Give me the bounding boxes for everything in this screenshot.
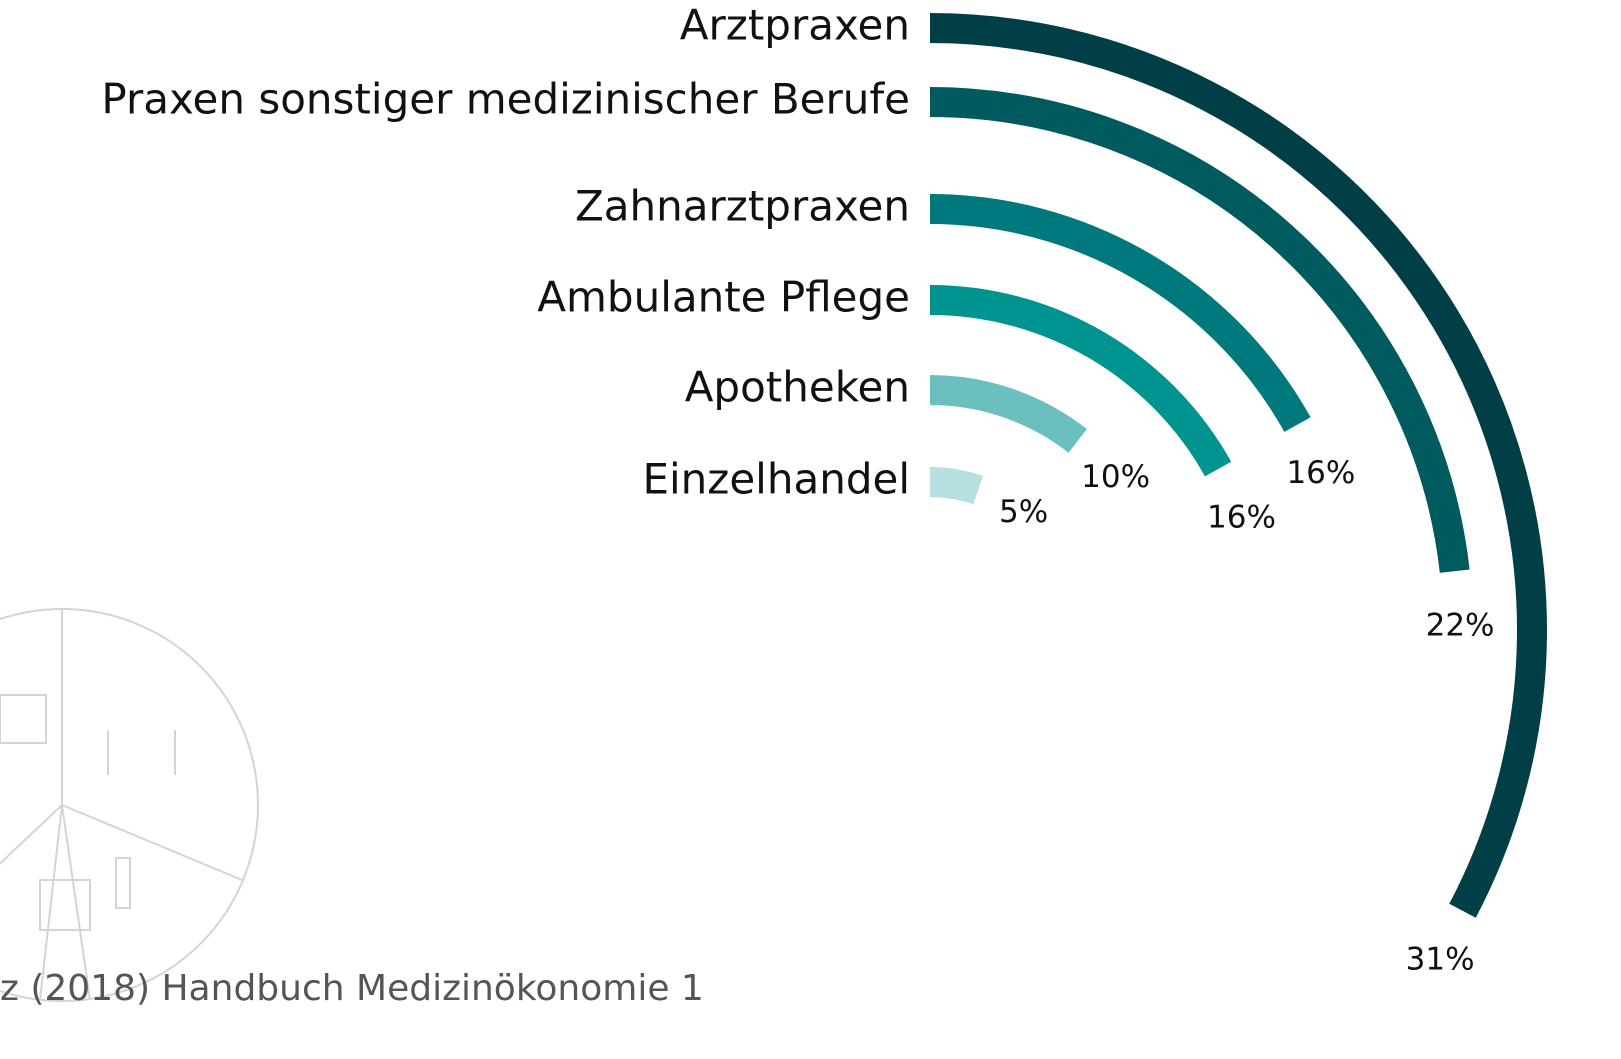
arc-bar — [929, 87, 1470, 573]
arc-bar — [929, 467, 984, 505]
value-label: 31% — [1406, 942, 1475, 978]
value-label: 16% — [1286, 455, 1355, 491]
value-label: 16% — [1207, 499, 1276, 535]
value-label: 5% — [999, 494, 1048, 530]
arc-bar — [929, 13, 1547, 918]
watermark — [0, 608, 259, 1002]
source: z (2018) Handbuch Medizinökonomie 1 — [0, 968, 704, 1009]
category-label: Einzelhandel — [642, 455, 910, 504]
category-label: Apotheken — [685, 363, 910, 412]
arc-bar — [929, 194, 1311, 432]
category-label: Arztpraxen — [680, 1, 910, 50]
category-label: Ambulante Pflege — [537, 273, 910, 322]
arc-bar — [929, 285, 1232, 477]
value-label: 22% — [1426, 607, 1495, 643]
category-label: Praxen sonstiger medizinischer Berufe — [101, 75, 910, 124]
arc-bar — [929, 375, 1087, 453]
category-label: Zahnarztpraxen — [575, 182, 910, 231]
value-label: 10% — [1081, 459, 1150, 495]
